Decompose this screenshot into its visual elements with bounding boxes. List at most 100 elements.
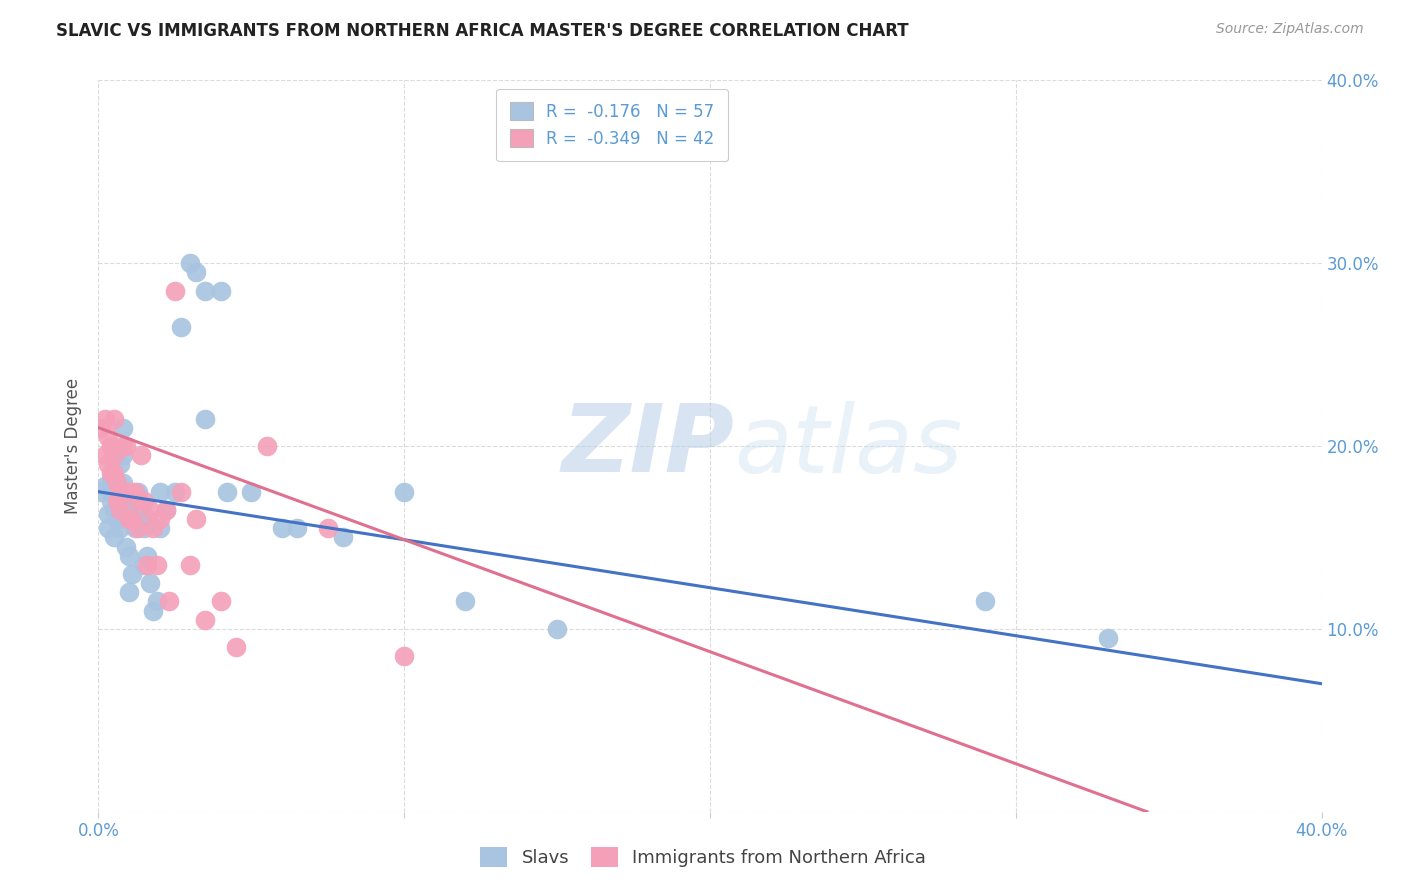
Point (163, 484, 186, 499)
Point (256, 439, 278, 453)
Y-axis label: Master's Degree: Master's Degree (65, 378, 83, 514)
Point (215, 484, 238, 499)
Point (100, 467, 122, 481)
Point (108, 484, 131, 499)
Point (225, 640, 247, 655)
Point (108, 458, 131, 472)
Point (111, 439, 134, 453)
Point (454, 594, 477, 608)
Point (145, 558, 167, 572)
Point (149, 521, 172, 535)
Point (105, 475, 128, 490)
Point (105, 512, 128, 526)
Point (103, 484, 125, 499)
Point (124, 484, 146, 499)
Point (105, 493, 128, 508)
Point (974, 594, 997, 608)
Point (186, 512, 208, 526)
Point (139, 503, 162, 517)
Point (127, 493, 149, 508)
Point (139, 576, 162, 591)
Point (111, 448, 134, 462)
Point (108, 484, 131, 499)
Text: Source: ZipAtlas.com: Source: ZipAtlas.com (1216, 22, 1364, 37)
Point (118, 585, 141, 599)
Point (149, 512, 172, 526)
Point (392, 649, 416, 664)
Point (209, 594, 232, 608)
Legend: Slavs, Immigrants from Northern Africa: Slavs, Immigrants from Northern Africa (472, 839, 934, 874)
Point (546, 622, 568, 636)
Point (134, 493, 156, 508)
Point (103, 503, 125, 517)
Point (142, 521, 165, 535)
Point (115, 439, 138, 453)
Point (105, 475, 128, 490)
Point (194, 284, 217, 298)
Point (103, 475, 125, 490)
Point (149, 484, 172, 499)
Point (103, 530, 125, 544)
Point (129, 448, 152, 462)
Point (127, 484, 149, 499)
Point (97, 458, 120, 472)
Point (194, 411, 217, 425)
Point (155, 503, 177, 517)
Point (115, 490, 138, 504)
Point (105, 493, 128, 508)
Point (121, 512, 143, 526)
Text: SLAVIC VS IMMIGRANTS FROM NORTHERN AFRICA MASTER'S DEGREE CORRELATION CHART: SLAVIC VS IMMIGRANTS FROM NORTHERN AFRIC… (56, 22, 908, 40)
Point (270, 521, 292, 535)
Point (108, 521, 131, 535)
Point (90, 421, 112, 435)
Point (240, 484, 263, 499)
Point (316, 521, 339, 535)
Text: atlas: atlas (734, 401, 963, 491)
Point (111, 475, 134, 490)
Point (90, 484, 112, 499)
Point (118, 503, 141, 517)
Point (170, 484, 193, 499)
Point (142, 603, 165, 617)
Point (155, 503, 177, 517)
Point (179, 558, 201, 572)
Point (97, 507, 120, 521)
Point (136, 549, 159, 563)
Point (103, 467, 125, 481)
Point (170, 320, 193, 334)
Point (134, 521, 156, 535)
Point (100, 493, 122, 508)
Point (136, 512, 159, 526)
Point (124, 493, 146, 508)
Point (108, 503, 131, 517)
Point (93, 479, 115, 493)
Point (118, 549, 141, 563)
Point (127, 521, 149, 535)
Point (97, 430, 120, 444)
Point (392, 484, 416, 499)
Legend: R =  -0.176   N = 57, R =  -0.349   N = 42: R = -0.176 N = 57, R = -0.349 N = 42 (496, 88, 728, 161)
Point (111, 484, 134, 499)
Point (103, 411, 125, 425)
Point (134, 558, 156, 572)
Point (332, 530, 354, 544)
Point (285, 521, 308, 535)
Point (179, 256, 201, 270)
Point (194, 613, 217, 627)
Point (1097, 631, 1119, 645)
Point (118, 512, 141, 526)
Point (129, 503, 152, 517)
Point (100, 472, 122, 486)
Point (111, 421, 134, 435)
Point (103, 448, 125, 462)
Point (163, 284, 186, 298)
Point (121, 567, 143, 582)
Point (93, 448, 115, 462)
Point (100, 439, 122, 453)
Point (157, 594, 180, 608)
Point (93, 411, 115, 425)
Text: ZIP: ZIP (561, 400, 734, 492)
Point (124, 521, 146, 535)
Point (121, 512, 143, 526)
Point (145, 594, 167, 608)
